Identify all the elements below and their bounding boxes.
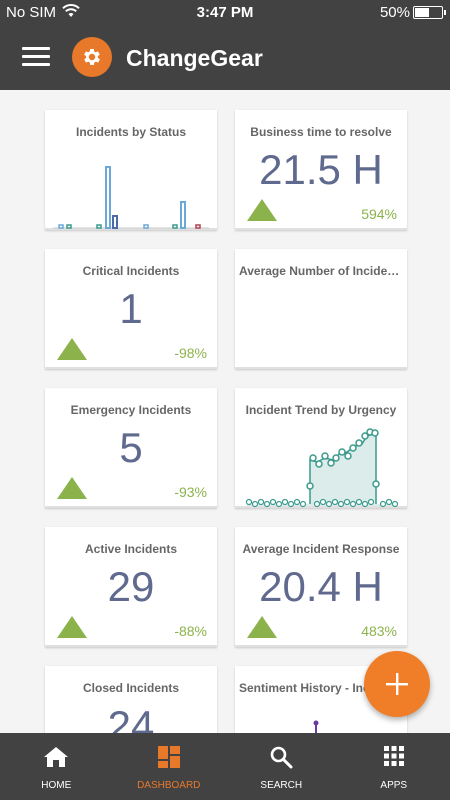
card-title: Average Incident Response xyxy=(242,542,400,556)
card-change: -98% xyxy=(174,345,207,361)
trend-baseline-points xyxy=(245,498,399,508)
trend-up-icon xyxy=(57,338,87,360)
bottom-navigation: HOME DASHBOARD SEARCH APPS xyxy=(0,733,450,800)
add-button[interactable] xyxy=(364,651,430,717)
chart-bar xyxy=(195,224,201,229)
trend-points xyxy=(306,428,380,490)
dashboard-icon xyxy=(157,746,180,768)
card-value: 5 xyxy=(119,424,143,471)
card-incidents-by-status[interactable]: Incidents by Status xyxy=(45,110,217,230)
wifi-icon xyxy=(62,4,80,22)
dashboard-grid: Incidents by Status Business time to res… xyxy=(0,90,450,733)
card-incident-trend-by-urgency[interactable]: Incident Trend by Urgency xyxy=(235,388,407,508)
card-closed-incidents[interactable]: Closed Incidents 24 xyxy=(45,666,217,733)
app-bar: ChangeGear xyxy=(0,24,450,90)
card-critical-incidents[interactable]: Critical Incidents 1 -98% xyxy=(45,249,217,369)
trend-up-icon xyxy=(57,616,87,638)
nav-home-label: HOME xyxy=(41,780,72,791)
nav-search[interactable]: SEARCH xyxy=(225,733,338,800)
card-title: Closed Incidents xyxy=(82,681,180,695)
card-emergency-incidents[interactable]: Emergency Incidents 5 -93% xyxy=(45,388,217,508)
card-value: 21.5 H xyxy=(259,146,383,193)
chart-bar xyxy=(143,224,149,229)
nav-dashboard[interactable]: DASHBOARD xyxy=(113,733,226,800)
home-icon xyxy=(44,747,69,767)
incidents-by-status-chart xyxy=(53,166,209,229)
chart-bar xyxy=(172,224,178,229)
card-active-incidents[interactable]: Active Incidents 29 -88% xyxy=(45,527,217,647)
chart-bar xyxy=(112,215,118,229)
trend-up-icon xyxy=(247,616,277,638)
chart-bar xyxy=(58,224,64,229)
trend-area xyxy=(247,434,395,506)
card-title: Average Number of Incidents xyxy=(239,264,403,278)
trend-up-icon xyxy=(247,199,277,221)
apps-grid-icon xyxy=(383,746,404,766)
plus-icon xyxy=(386,673,408,695)
incident-trend-chart xyxy=(245,428,399,508)
nav-apps[interactable]: APPS xyxy=(338,733,450,800)
card-value: 29 xyxy=(107,563,155,610)
chart-bar xyxy=(96,224,102,229)
card-title: Emergency Incidents xyxy=(70,403,192,417)
card-title: Active Incidents xyxy=(84,542,178,556)
card-value: 1 xyxy=(119,285,143,332)
card-change: -88% xyxy=(174,623,207,639)
card-title: Critical Incidents xyxy=(82,264,180,278)
card-change: -93% xyxy=(174,484,207,500)
sentiment-chart xyxy=(313,720,319,733)
nav-home[interactable]: HOME xyxy=(0,733,113,800)
gear-logo-icon xyxy=(72,37,112,77)
battery-icon xyxy=(413,6,446,19)
card-business-time-to-resolve[interactable]: Business time to resolve 21.5 H 594% xyxy=(235,110,407,230)
card-value: 20.4 H xyxy=(259,563,383,610)
card-title: Business time to resolve xyxy=(250,125,392,139)
card-change: 594% xyxy=(361,206,397,222)
chart-bar xyxy=(105,166,111,229)
card-value: 24 xyxy=(107,702,155,733)
card-title: Sentiment History - Incidents xyxy=(239,681,403,695)
carrier-label: No SIM xyxy=(6,4,57,21)
nav-search-label: SEARCH xyxy=(260,780,303,791)
nav-apps-label: APPS xyxy=(380,780,408,791)
chart-bar xyxy=(180,201,186,229)
chart-bar xyxy=(66,224,72,229)
card-change: 483% xyxy=(361,623,397,639)
status-bar: No SIM 3:47 PM 50% xyxy=(0,0,450,24)
battery-percent: 50% xyxy=(379,4,410,21)
search-icon xyxy=(270,746,293,769)
trend-up-icon xyxy=(57,477,87,499)
card-average-number-of-incidents[interactable]: Average Number of Incidents xyxy=(235,249,407,369)
app-title: ChangeGear xyxy=(126,45,263,71)
nav-dashboard-label: DASHBOARD xyxy=(137,780,201,791)
clock: 3:47 PM xyxy=(196,4,254,21)
hamburger-menu-icon[interactable] xyxy=(22,47,50,67)
card-average-incident-response[interactable]: Average Incident Response 20.4 H 483% xyxy=(235,527,407,647)
